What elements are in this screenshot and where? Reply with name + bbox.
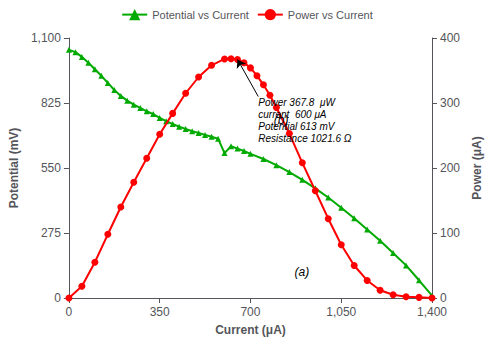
svg-text:275: 275: [41, 226, 61, 240]
svg-text:300: 300: [440, 96, 460, 110]
svg-text:1,050: 1,050: [326, 305, 356, 319]
svg-text:(b): (b): [274, 113, 289, 127]
svg-text:Potential vs Current: Potential vs Current: [152, 9, 249, 21]
svg-text:350: 350: [150, 305, 170, 319]
svg-text:Power (μA): Power (μA): [470, 136, 484, 199]
svg-text:Power vs Current: Power vs Current: [288, 9, 373, 21]
svg-text:current 600 μA: current 600 μA: [258, 109, 327, 120]
svg-text:700: 700: [240, 305, 260, 319]
svg-text:0: 0: [66, 305, 73, 319]
svg-text:100: 100: [440, 226, 460, 240]
svg-text:Power 367.8 μW: Power 367.8 μW: [258, 97, 336, 108]
svg-text:Potential 613 mV: Potential 613 mV: [258, 121, 335, 132]
svg-text:200: 200: [440, 161, 460, 175]
svg-text:Current (μA): Current (μA): [215, 323, 286, 337]
svg-text:1,100: 1,100: [31, 31, 61, 45]
svg-text:0: 0: [440, 291, 447, 305]
svg-text:0: 0: [54, 291, 61, 305]
svg-text:Resistance 1021.6 Ω: Resistance 1021.6 Ω: [258, 133, 352, 144]
svg-text:400: 400: [440, 31, 460, 45]
svg-text:(a): (a): [295, 265, 310, 279]
svg-text:Potential (mV): Potential (mV): [7, 128, 21, 209]
svg-text:550: 550: [41, 161, 61, 175]
svg-text:1,400: 1,400: [417, 305, 447, 319]
svg-text:825: 825: [41, 96, 61, 110]
